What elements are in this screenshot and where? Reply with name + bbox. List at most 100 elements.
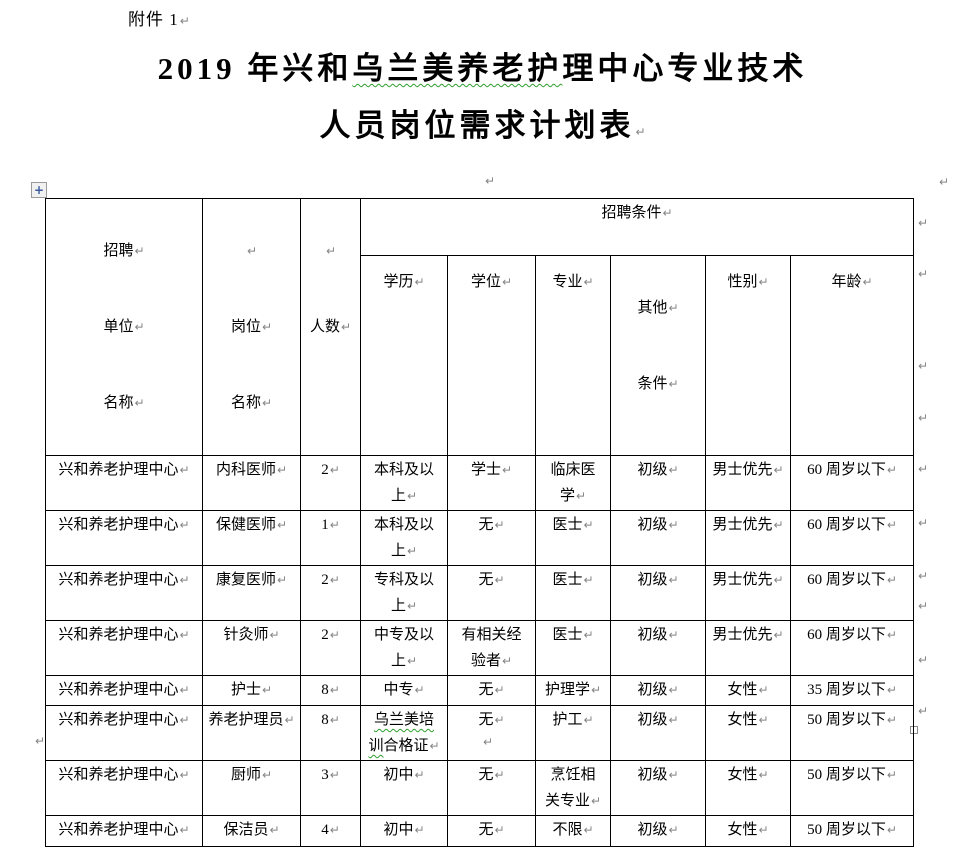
table-row: 兴和养老护理中心↵ 护士↵ 8↵ 中专↵ 无↵ 护理学↵ 初级↵ 女性↵ 35 …	[45, 675, 915, 706]
paragraph-mark-icon: ↵	[501, 463, 513, 477]
header-unit-name: 招聘↵ 单位↵ 名称↵	[45, 198, 203, 456]
cell-position: 针灸师↵	[202, 620, 301, 676]
paragraph-mark-icon: ↵	[668, 823, 679, 837]
paragraph-mark-icon: ↵	[862, 275, 873, 290]
cell-gender: 男士优先↵	[705, 620, 791, 676]
paragraph-mark-icon: ↵	[269, 823, 280, 837]
paragraph-mark-icon: ↵	[261, 320, 273, 334]
cell-position: 养老护理员↵	[202, 705, 301, 761]
cell-age: 35 周岁以下↵	[789, 675, 915, 706]
row-end-mark-icon: ↵	[917, 654, 928, 666]
table-header-row-2: 学历↵ 学位↵ 专业↵ 其他↵ 条件↵ 性别↵ 年龄↵	[46, 255, 915, 456]
cell-other: 初级↵	[610, 675, 706, 706]
paragraph-mark-icon: ↵	[668, 377, 679, 392]
cell-other: 初级↵	[610, 620, 706, 676]
paragraph-mark-icon: ↵	[918, 599, 929, 613]
paragraph-mark-icon: ↵	[501, 275, 513, 290]
paragraph-mark-icon: ↵	[329, 768, 340, 782]
cell-other: 初级↵	[610, 565, 706, 621]
paragraph-mark-icon: ↵	[583, 713, 594, 727]
row-end-mark-icon: ↵	[917, 268, 928, 280]
paragraph-mark-icon: ↵	[246, 244, 258, 258]
row-end-mark-icon: ↵	[917, 217, 928, 229]
cell-unit: 兴和养老护理中心↵	[45, 760, 203, 816]
cell-education: 中专↵	[360, 675, 448, 706]
paragraph-mark-icon: ↵	[939, 175, 950, 189]
paragraph-mark-icon: ↵	[329, 823, 340, 837]
paragraph-mark-icon: ↵	[414, 683, 425, 697]
cell-gender: 女性↵	[705, 675, 791, 706]
paragraph-mark-icon: ↵	[406, 654, 418, 668]
cell-education: 乌兰美培 训合格证↵	[360, 705, 448, 761]
paragraph-mark-icon: ↵	[406, 599, 418, 613]
paragraph-mark-icon: ↵	[134, 396, 145, 410]
paragraph-mark-icon: ↵	[886, 823, 897, 837]
paragraph-mark-icon: ↵	[583, 628, 594, 642]
cell-unit: 兴和养老护理中心↵	[45, 705, 203, 761]
paragraph-mark-icon: ↵	[276, 518, 288, 532]
cell-count: 1↵	[300, 510, 361, 566]
paragraph-mark-icon: ↵	[261, 396, 273, 410]
cell-gender: 女性↵	[705, 760, 791, 816]
paragraph-mark-icon: ↵	[758, 275, 769, 290]
header-gender: 性别↵	[705, 255, 791, 456]
paragraph-mark-icon: ↵	[668, 713, 679, 727]
paragraph-mark-icon: ↵	[406, 489, 418, 503]
cell-age: 50 周岁以下↵	[789, 760, 915, 816]
paragraph-mark-icon: ↵	[668, 463, 679, 477]
row-end-mark-icon: ↵	[917, 463, 928, 475]
header-education: 学历↵	[360, 255, 448, 456]
cell-major: 护理学↵	[535, 675, 611, 706]
cell-age: 60 周岁以下↵	[789, 620, 915, 676]
cell-degree: 学士↵	[447, 455, 536, 511]
cell-count: 3↵	[300, 760, 361, 816]
header-degree: 学位↵	[447, 255, 536, 456]
cell-gender: 男士优先↵	[705, 565, 791, 621]
paragraph-mark-icon: ↵	[494, 683, 505, 697]
paragraph-mark-icon: ↵	[758, 823, 769, 837]
cell-unit: 兴和养老护理中心↵	[45, 675, 203, 706]
cell-other: 初级↵	[610, 705, 706, 761]
paragraph-mark-icon: ↵	[886, 573, 897, 587]
cell-age: 60 周岁以下↵	[789, 455, 915, 511]
table-row: 兴和养老护理中心↵ 针灸师↵ 2↵ 中专及以 上↵ 有相关经 验者↵ 医士↵ 初…	[45, 620, 915, 676]
paragraph-mark-icon: ↵	[886, 713, 897, 727]
table-row: 兴和养老护理中心↵ 内科医师↵ 2↵ 本科及以 上↵ 学士↵ 临床医 学↵ 初级…	[45, 455, 915, 511]
paragraph-mark-icon: ↵	[668, 768, 679, 782]
paragraph-mark-icon: ↵	[494, 823, 505, 837]
cell-count: 2↵	[300, 620, 361, 676]
cell-position: 保洁员↵	[202, 815, 301, 847]
cell-position: 厨师↵	[202, 760, 301, 816]
cell-gender: 女性↵	[705, 815, 791, 847]
row-end-mark-icon: ↵	[917, 705, 928, 717]
paragraph-mark-icon: ↵	[179, 573, 190, 587]
cell-education: 本科及以 上↵	[360, 455, 448, 511]
paragraph-mark-icon: ↵	[938, 176, 949, 188]
paragraph-mark-icon: ↵	[179, 628, 190, 642]
paragraph-mark-icon: ↵	[918, 653, 929, 667]
row-end-mark-icon: ↵	[917, 360, 928, 372]
table-move-handle-icon[interactable]: +	[31, 182, 47, 198]
cell-degree: 无↵	[447, 815, 536, 847]
paragraph-mark-icon: ↵	[325, 244, 337, 258]
paragraph-mark-icon: ↵	[34, 735, 45, 747]
paragraph-mark-icon: ↵	[918, 704, 929, 718]
row-end-mark-icon: ↵	[917, 600, 928, 612]
paragraph-mark-icon: ↵	[179, 823, 190, 837]
paragraph-mark-icon: ↵	[414, 275, 425, 290]
cell-degree: 无↵	[447, 675, 536, 706]
paragraph-mark-icon: ↵	[583, 573, 594, 587]
paragraph-mark-icon: ↵	[583, 518, 594, 532]
paragraph-mark-icon: ↵	[758, 768, 769, 782]
paragraph-mark-icon: ↵	[758, 683, 769, 697]
paragraph-mark-icon: ↵	[494, 713, 505, 727]
paragraph-mark-icon: ↵	[918, 267, 929, 281]
title-line-1: 2019 年兴和乌兰美养老护理中心专业技术	[157, 51, 808, 86]
cell-count: 8↵	[300, 675, 361, 706]
cell-major: 不限↵	[535, 815, 611, 847]
cell-gender: 男士优先↵	[705, 455, 791, 511]
paragraph-mark-icon: ↵	[662, 206, 673, 220]
paragraph-mark-icon: ↵	[284, 713, 295, 727]
row-end-mark-icon: ↵	[917, 570, 928, 582]
cell-position: 内科医师↵	[202, 455, 301, 511]
